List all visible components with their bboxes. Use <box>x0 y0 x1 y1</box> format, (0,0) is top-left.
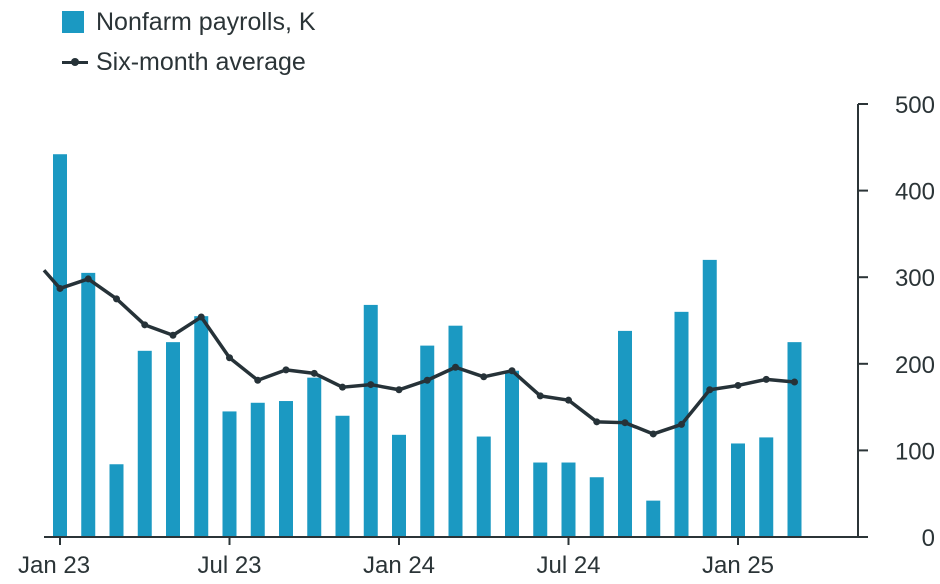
payroll-bar <box>533 462 548 537</box>
six-month-average-line <box>42 269 798 438</box>
average-line-path <box>42 269 795 436</box>
payrolls-bars <box>53 154 802 537</box>
legend-label-average: Six-month average <box>96 47 306 76</box>
payroll-bar <box>787 342 802 537</box>
average-point <box>84 275 92 283</box>
average-point <box>339 383 346 391</box>
payroll-bar <box>53 154 67 537</box>
average-point <box>169 331 177 339</box>
payroll-bar <box>137 350 152 537</box>
legend: Nonfarm payrolls, K Six-month average <box>62 2 316 82</box>
payroll-bar <box>476 436 491 537</box>
payroll-bar <box>702 259 717 537</box>
payroll-bar <box>448 325 463 537</box>
average-point <box>254 376 262 384</box>
payroll-bar <box>307 377 322 537</box>
average-point <box>706 386 714 394</box>
payroll-bar <box>589 477 604 537</box>
legend-item-payrolls: Nonfarm payrolls, K <box>62 2 316 42</box>
x-tick-label: Jan 23 <box>18 552 90 579</box>
average-point <box>56 284 64 292</box>
axes: 0 100 200 300 400 500 Jan 23 Jul 23 Jan 24 Jul 24… <box>18 92 935 579</box>
y-tick-label: 100 <box>895 438 935 465</box>
average-point <box>452 363 459 371</box>
payroll-bar <box>392 434 406 537</box>
legend-label-payrolls: Nonfarm payrolls, K <box>96 7 316 36</box>
average-point <box>678 420 685 428</box>
average-point <box>282 366 290 374</box>
x-tick-label: Jul 23 <box>197 552 261 579</box>
y-tick-label: 500 <box>895 92 935 119</box>
legend-item-average: Six-month average <box>62 42 316 82</box>
payroll-bar <box>420 345 435 537</box>
average-point <box>508 367 516 375</box>
average-point <box>565 396 572 404</box>
average-point <box>649 430 657 438</box>
average-point <box>197 313 205 321</box>
average-point <box>480 373 488 381</box>
payroll-bar <box>81 272 96 537</box>
average-point <box>593 418 601 426</box>
payroll-bar <box>646 500 661 537</box>
y-tick-label: 400 <box>895 179 935 206</box>
average-point <box>536 392 544 400</box>
payroll-bar <box>194 316 209 537</box>
average-swatch <box>62 51 88 73</box>
average-point <box>141 321 149 329</box>
payroll-bar <box>731 443 745 537</box>
average-point <box>310 369 318 377</box>
average-point <box>226 354 233 362</box>
average-point <box>621 419 629 427</box>
average-point <box>395 386 403 394</box>
y-tick-label: 300 <box>895 265 935 292</box>
payroll-bar <box>759 437 774 537</box>
x-tick-label: Jan 25 <box>702 552 774 579</box>
y-tick-label: 0 <box>922 525 935 552</box>
x-tick-label: Jan 24 <box>363 552 435 579</box>
average-point <box>367 381 375 389</box>
payroll-bar <box>505 370 519 537</box>
payrolls-swatch <box>62 11 84 33</box>
average-point <box>113 295 120 303</box>
payroll-bar <box>335 415 350 537</box>
payroll-bar <box>250 402 265 537</box>
average-point <box>734 381 742 389</box>
payroll-bar <box>561 462 576 537</box>
x-tick-label: Jul 24 <box>536 552 600 579</box>
payroll-bar <box>222 411 237 537</box>
average-point <box>423 376 431 384</box>
payroll-bar <box>363 304 378 537</box>
payroll-bar <box>109 464 124 537</box>
payroll-bar <box>618 330 632 537</box>
y-tick-label: 200 <box>895 352 935 379</box>
payroll-bar <box>166 342 180 537</box>
average-point <box>762 375 770 383</box>
average-point <box>791 378 798 386</box>
payroll-bar <box>279 401 293 537</box>
